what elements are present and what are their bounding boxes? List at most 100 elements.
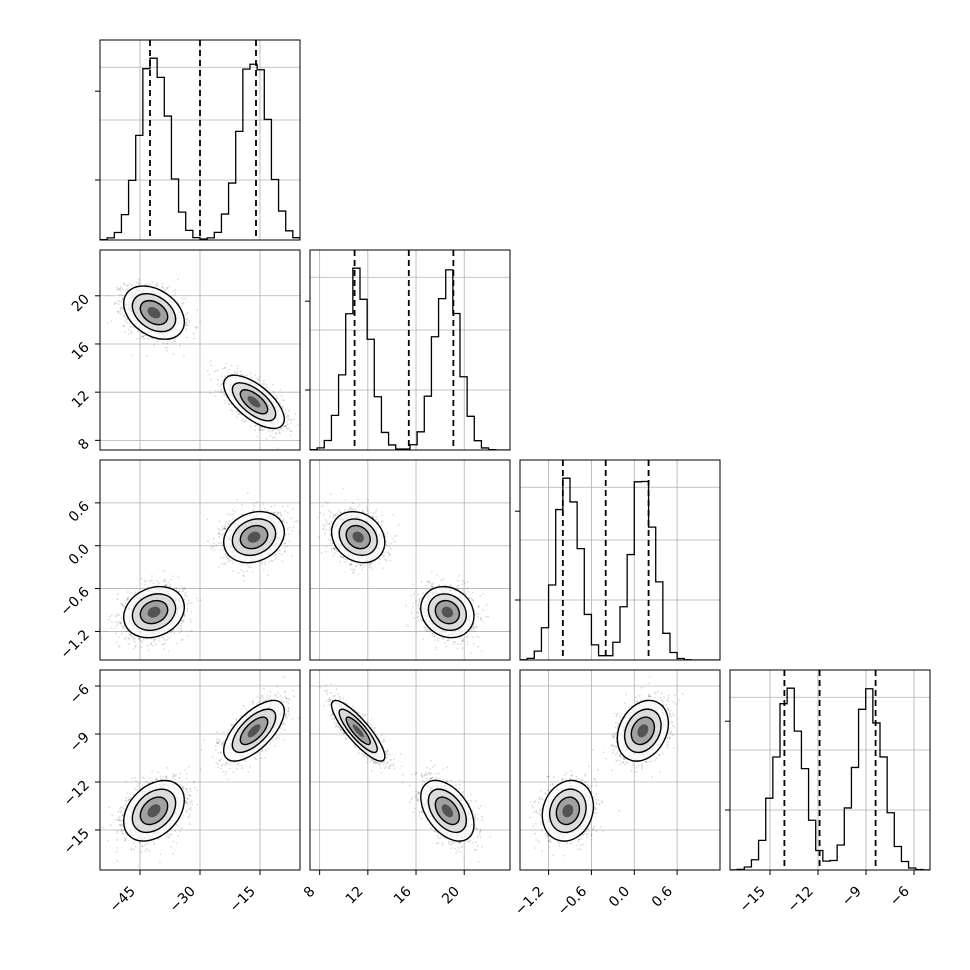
sample-point [141, 335, 144, 338]
sample-point [241, 419, 244, 422]
sample-point [122, 604, 124, 607]
sample-point [108, 615, 111, 618]
sample-point [121, 288, 124, 290]
sample-point [142, 334, 145, 337]
sample-point [134, 646, 137, 648]
sample-point [287, 414, 289, 417]
sample-point [164, 642, 167, 645]
sample-point [184, 314, 187, 316]
sample-point [128, 637, 131, 640]
sample-point [206, 370, 209, 372]
sample-point [151, 644, 154, 647]
sample-point [190, 629, 193, 632]
sample-point [186, 603, 189, 606]
sample-point [129, 283, 132, 286]
sample-point [123, 315, 125, 317]
sample-point [117, 593, 119, 596]
sample-point [278, 431, 281, 434]
sample-point [228, 403, 231, 405]
sample-point [123, 314, 126, 317]
sample-point [273, 428, 276, 431]
sample-point [151, 281, 154, 283]
sample-point [134, 641, 136, 643]
sample-point [189, 319, 191, 322]
sample-point [210, 364, 213, 367]
sample-point [145, 355, 148, 357]
sample-point [182, 589, 184, 591]
sample-point [193, 337, 196, 340]
sample-point [131, 284, 134, 287]
sample-point [126, 599, 128, 602]
sample-point [199, 320, 202, 323]
sample-point [250, 376, 253, 379]
sample-point [272, 383, 274, 386]
sample-point [221, 382, 224, 385]
sample-point [183, 598, 186, 601]
y-tick-label: 20 [69, 291, 93, 315]
sample-point [134, 644, 137, 647]
sample-point [141, 335, 144, 338]
sample-point [231, 513, 234, 516]
sample-point [186, 607, 189, 610]
sample-point [219, 556, 222, 559]
sample-point [116, 598, 119, 601]
sample-point [240, 413, 243, 416]
sample-point [166, 349, 169, 352]
sample-point [279, 427, 282, 430]
sample-point [161, 643, 164, 646]
sample-point [182, 620, 185, 623]
sample-point [223, 367, 226, 370]
sample-point [119, 289, 122, 292]
sample-point [221, 391, 224, 393]
sample-point [153, 638, 156, 641]
contour-level-3 [147, 306, 161, 319]
sample-point [138, 637, 141, 640]
sample-point [164, 346, 167, 349]
sample-point [132, 636, 135, 639]
sample-point [166, 584, 169, 586]
sample-point [120, 632, 123, 635]
sample-point [129, 325, 132, 328]
sample-point [119, 622, 122, 625]
sample-point [196, 326, 199, 329]
sample-point [227, 402, 230, 405]
sample-point [115, 632, 117, 635]
sample-point [280, 395, 283, 397]
sample-point [130, 330, 133, 333]
sample-point [106, 322, 109, 325]
sample-point [217, 379, 220, 381]
sample-point [181, 638, 184, 641]
panel-frame [99, 39, 301, 241]
sample-point [173, 587, 176, 590]
sample-point [239, 370, 242, 373]
sample-point [184, 297, 187, 300]
sample-point [116, 300, 119, 302]
sample-point [281, 399, 284, 401]
sample-point [120, 301, 123, 303]
sample-point [163, 289, 166, 291]
sample-point [168, 585, 171, 588]
sample-point [236, 365, 239, 367]
sample-point [246, 374, 249, 377]
sample-point [151, 338, 154, 340]
sample-point [156, 338, 159, 341]
sample-point [120, 602, 122, 605]
sample-point [142, 335, 145, 338]
sample-point [276, 447, 279, 450]
sample-point [116, 286, 118, 289]
sample-point [234, 372, 237, 375]
sample-point [136, 338, 139, 340]
sample-point [187, 324, 190, 327]
sample-point [218, 532, 221, 535]
sample-point [123, 605, 125, 608]
sample-point [282, 405, 284, 408]
sample-point [254, 424, 256, 427]
sample-point [146, 337, 149, 340]
sample-point [219, 389, 222, 392]
sample-point [168, 339, 171, 342]
sample-point [236, 370, 239, 373]
sample-point [268, 430, 270, 433]
sample-point [118, 646, 121, 649]
sample-point [126, 598, 129, 601]
